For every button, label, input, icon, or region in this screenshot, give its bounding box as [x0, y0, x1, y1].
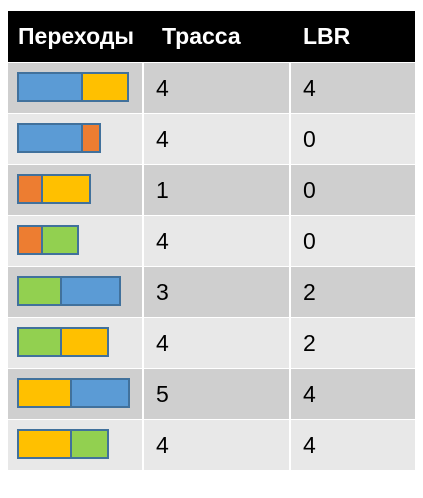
trassa-cell: 4 — [144, 114, 291, 164]
table-row: 4 4 — [8, 62, 415, 113]
header-transitions: Переходы — [18, 23, 135, 49]
table-row: 5 4 — [8, 368, 415, 419]
segment-orange — [19, 227, 41, 253]
header-lbr: LBR — [303, 23, 351, 49]
transition-cell — [8, 165, 144, 215]
header-trassa: Трасса — [162, 23, 241, 49]
table-header: Переходы Трасса LBR — [8, 11, 415, 62]
segment-blue — [19, 74, 81, 100]
segment-green — [19, 329, 60, 355]
transition-bar — [17, 225, 79, 255]
segment-orange — [81, 125, 99, 151]
segment-yellow — [41, 176, 89, 202]
transition-cell — [8, 63, 144, 113]
transition-bar — [17, 174, 91, 204]
trassa-cell: 3 — [144, 267, 291, 317]
segment-yellow — [81, 74, 127, 100]
lbr-cell: 4 — [303, 381, 316, 407]
transition-bar — [17, 378, 130, 408]
table-row: 1 0 — [8, 164, 415, 215]
segment-blue — [60, 278, 119, 304]
lbr-cell: 0 — [303, 126, 316, 152]
segment-green — [41, 227, 77, 253]
transition-cell — [8, 114, 144, 164]
transition-bar — [17, 327, 109, 357]
lbr-cell: 0 — [303, 228, 316, 254]
segment-green — [70, 431, 107, 457]
segment-green — [19, 278, 60, 304]
table-row: 4 0 — [8, 113, 415, 164]
transition-bar — [17, 276, 121, 306]
segment-yellow — [19, 431, 70, 457]
table-row: 3 2 — [8, 266, 415, 317]
segment-blue — [19, 125, 81, 151]
segment-yellow — [19, 380, 70, 406]
transitions-table: Переходы Трасса LBR 4 4 4 0 — [8, 11, 415, 470]
segment-yellow — [60, 329, 107, 355]
table-row: 4 2 — [8, 317, 415, 368]
trassa-cell: 5 — [144, 369, 291, 419]
trassa-cell: 4 — [144, 420, 291, 470]
trassa-cell: 4 — [144, 216, 291, 266]
transition-bar — [17, 72, 129, 102]
lbr-cell: 0 — [303, 177, 316, 203]
trassa-cell: 4 — [144, 63, 291, 113]
transition-cell — [8, 369, 144, 419]
lbr-cell: 2 — [303, 330, 316, 356]
lbr-cell: 4 — [303, 75, 316, 101]
trassa-cell: 1 — [144, 165, 291, 215]
segment-orange — [19, 176, 41, 202]
table-row: 4 4 — [8, 419, 415, 470]
transition-cell — [8, 420, 144, 470]
transition-cell — [8, 267, 144, 317]
segment-blue — [70, 380, 128, 406]
transition-cell — [8, 318, 144, 368]
trassa-cell: 4 — [144, 318, 291, 368]
transition-cell — [8, 216, 144, 266]
transition-bar — [17, 429, 109, 459]
lbr-cell: 4 — [303, 432, 316, 458]
lbr-cell: 2 — [303, 279, 316, 305]
table-row: 4 0 — [8, 215, 415, 266]
transition-bar — [17, 123, 101, 153]
